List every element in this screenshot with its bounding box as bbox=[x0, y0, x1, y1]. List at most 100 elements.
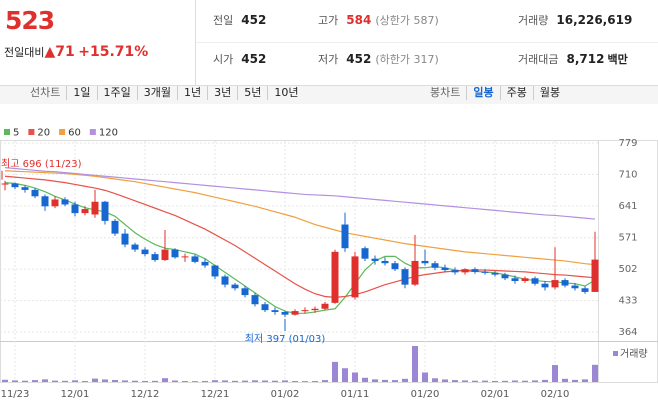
tab[interactable]: 1주일 bbox=[98, 86, 138, 100]
candle-body bbox=[361, 248, 369, 259]
legend-swatch bbox=[28, 129, 35, 135]
volume-bar bbox=[282, 380, 288, 382]
volume-bar bbox=[62, 380, 68, 382]
volume-bar bbox=[592, 364, 598, 382]
summary-cell: 시가 452 bbox=[213, 51, 266, 67]
candle-body bbox=[461, 269, 469, 273]
summary-note: (상한가 587) bbox=[375, 14, 439, 27]
candle-body bbox=[291, 311, 299, 315]
candle-body bbox=[441, 267, 449, 271]
volume-bar bbox=[242, 380, 248, 382]
volume-bar bbox=[182, 381, 188, 382]
candle-body bbox=[111, 220, 119, 234]
ma-line bbox=[4, 170, 596, 266]
volume-bar bbox=[372, 379, 378, 382]
summary-value: 452 bbox=[346, 52, 372, 66]
tab[interactable]: 주봉 bbox=[501, 86, 534, 100]
candle-body bbox=[471, 269, 479, 272]
volume-bar bbox=[102, 379, 108, 382]
x-tick-label: 12/21 bbox=[201, 389, 230, 400]
candle-body bbox=[281, 311, 289, 315]
volume-bar bbox=[412, 346, 418, 382]
candle-body bbox=[121, 233, 129, 245]
change-label: 전일대비 bbox=[4, 46, 45, 59]
candle-body bbox=[331, 251, 339, 303]
candle-body bbox=[391, 263, 399, 270]
volume-bar bbox=[552, 365, 558, 382]
volume-bar bbox=[352, 372, 358, 382]
volume-bar bbox=[572, 379, 578, 382]
volume-label: 거래량 bbox=[620, 348, 648, 360]
volume-bar bbox=[452, 380, 458, 382]
tab: 봉차트 bbox=[424, 86, 468, 100]
summary-cell: 전일 452 bbox=[213, 12, 266, 28]
volume-bar bbox=[562, 378, 568, 382]
candle-body bbox=[221, 276, 229, 285]
candle-body bbox=[71, 204, 79, 214]
volume-bar bbox=[362, 377, 368, 382]
candle-body bbox=[311, 308, 319, 311]
summary-label: 거래량 bbox=[518, 14, 549, 27]
tab[interactable]: 3개월 bbox=[138, 86, 178, 100]
summary-value: 8,712 bbox=[566, 52, 605, 66]
summary-cell: 저가 452 (하한가 317) bbox=[318, 51, 439, 67]
tab[interactable]: 1년 bbox=[178, 86, 209, 100]
candle-body bbox=[231, 284, 239, 289]
volume-bar bbox=[272, 380, 278, 382]
candle-body bbox=[531, 278, 539, 284]
candle-body bbox=[141, 249, 149, 255]
volume-bar bbox=[492, 380, 498, 382]
summary-value: 452 bbox=[241, 13, 267, 27]
y-tick-label: 641 bbox=[618, 201, 637, 212]
tab-bar bbox=[0, 86, 658, 104]
candle-body bbox=[191, 256, 199, 262]
candle-body bbox=[521, 278, 529, 281]
y-tick-label: 571 bbox=[618, 233, 637, 244]
volume-bar bbox=[342, 368, 348, 382]
legend-swatch bbox=[59, 129, 66, 135]
volume-bar bbox=[2, 379, 8, 382]
tab[interactable]: 월봉 bbox=[539, 86, 561, 99]
candle-body bbox=[21, 187, 29, 190]
tab[interactable]: 10년 bbox=[274, 86, 299, 99]
tab: 선차트 bbox=[24, 86, 68, 100]
candle-body bbox=[581, 288, 589, 292]
y-tick-label: 502 bbox=[618, 264, 637, 275]
tab[interactable]: 1일 bbox=[67, 86, 98, 100]
candle-body bbox=[301, 310, 309, 312]
volume-bar bbox=[172, 380, 178, 382]
volume-bar bbox=[472, 380, 478, 382]
volume-bar bbox=[212, 380, 218, 382]
y-tick-label: 364 bbox=[618, 327, 637, 338]
y-tick-label: 433 bbox=[618, 296, 637, 307]
volume-bar bbox=[32, 380, 38, 382]
legend-label: 20 bbox=[37, 128, 50, 139]
x-tick-label: 12/12 bbox=[131, 389, 160, 400]
low-annotation: 최저 397 (01/03) bbox=[245, 333, 326, 345]
volume-bar bbox=[332, 361, 338, 382]
summary-note: (하한가 317) bbox=[375, 53, 439, 66]
candle-body bbox=[181, 256, 189, 258]
summary-cell: 고가 584 (상한가 587) bbox=[318, 12, 439, 28]
candle-body bbox=[11, 183, 19, 188]
volume-bar bbox=[582, 379, 588, 382]
summary-label: 거래대금 bbox=[518, 53, 559, 66]
volume-bar bbox=[262, 380, 268, 382]
volume-bar bbox=[322, 380, 328, 382]
tab[interactable]: 일봉 bbox=[467, 86, 501, 100]
candle-body bbox=[81, 209, 89, 214]
candle-body bbox=[431, 263, 439, 268]
candle-body bbox=[451, 270, 459, 273]
candle-body bbox=[251, 295, 259, 305]
tab[interactable]: 5년 bbox=[238, 86, 269, 100]
summary-value: 584 bbox=[346, 13, 372, 27]
candle-body bbox=[571, 285, 579, 289]
volume-bar bbox=[252, 380, 258, 382]
candle-body bbox=[31, 189, 39, 197]
volume-bar bbox=[312, 381, 318, 382]
volume-bar bbox=[382, 379, 388, 382]
tab[interactable]: 3년 bbox=[208, 86, 239, 100]
volume-bar bbox=[22, 380, 28, 382]
x-tick-label: 01/02 bbox=[271, 389, 300, 400]
candle-body bbox=[511, 278, 519, 281]
